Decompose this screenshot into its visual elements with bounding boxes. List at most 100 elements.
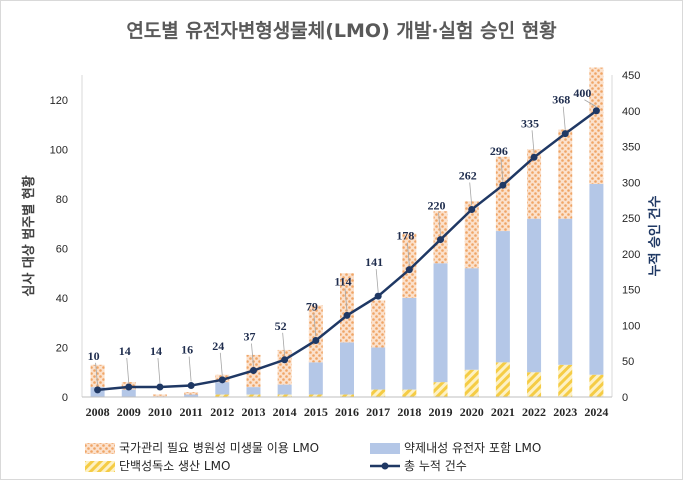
chart-title: 연도별 유전자변형생물체(LMO) 개발·실험 승인 현황: [126, 20, 557, 42]
cumulative-point: [530, 153, 538, 161]
cumulative-point: [374, 292, 382, 300]
leader-line: [344, 288, 348, 312]
x-tick-label: 2021: [491, 405, 515, 419]
x-tick-label: 2015: [304, 405, 328, 419]
data-label: 178: [396, 229, 414, 243]
cumulative-point: [499, 181, 507, 189]
bar-segment-pathogen: [495, 156, 510, 232]
leader-line: [126, 357, 130, 384]
data-label: 296: [490, 144, 508, 158]
x-tick-label: 2023: [553, 405, 577, 419]
bar-segment-resistance: [277, 384, 292, 395]
data-label: 79: [306, 299, 318, 313]
bar-segment-pathogen: [152, 394, 167, 397]
cumulative-point: [125, 383, 133, 391]
y-right-tick-label: 50: [622, 356, 634, 368]
data-label: 14: [150, 344, 162, 358]
bar-segment-toxin: [308, 394, 323, 397]
legend-swatch-resistance: [370, 443, 400, 454]
bar-segment-pathogen: [184, 392, 199, 395]
leader-line: [282, 332, 286, 356]
cumulative-point: [249, 367, 257, 375]
bar-segment-resistance: [121, 389, 136, 397]
legend-swatch-pathogen: [85, 443, 115, 454]
legend-label: 국가관리 필요 병원성 미생물 이용 LMO: [119, 441, 319, 455]
bar-segment-resistance: [371, 347, 386, 390]
bar-segment-resistance: [589, 183, 604, 375]
x-tick-label: 2019: [429, 405, 453, 419]
leader-line: [188, 356, 192, 382]
legend-label: 약제내성 유전자 포함 LMO: [404, 440, 541, 455]
bar-segment-toxin: [277, 394, 292, 397]
y-left-tick-label: 40: [56, 293, 68, 305]
bar-segment-toxin: [340, 394, 354, 397]
legend-label: 총 누적 건수: [404, 459, 467, 473]
bar-segment-resistance: [527, 218, 542, 373]
data-label: 400: [573, 86, 591, 100]
y-right-tick-label: 0: [622, 392, 628, 404]
bar-segment-resistance: [340, 342, 354, 395]
leader-line: [406, 242, 410, 266]
cumulative-point: [187, 382, 195, 390]
bar-segment-toxin: [246, 394, 261, 397]
x-tick-label: 2018: [397, 405, 421, 419]
bar-segment-toxin: [433, 382, 448, 397]
y-left-tick-label: 60: [56, 243, 68, 255]
y-left-tick-label: 80: [56, 194, 68, 206]
bar-segment-pathogen: [464, 201, 479, 269]
data-label: 141: [365, 255, 383, 269]
x-tick-label: 2008: [86, 405, 110, 419]
bar-segment-pathogen: [402, 233, 417, 298]
bar-segment-toxin: [215, 394, 230, 397]
data-label: 114: [334, 274, 351, 288]
cumulative-point: [561, 130, 569, 138]
x-tick-label: 2024: [584, 405, 608, 419]
leader-line: [584, 99, 597, 108]
bar-segment-toxin: [464, 369, 479, 397]
cumulative-point: [218, 376, 226, 384]
data-label: 52: [275, 319, 287, 333]
y-right-tick-label: 400: [622, 106, 640, 118]
y-right-tick-label: 250: [622, 213, 640, 225]
data-label: 220: [428, 199, 446, 213]
leader-line: [95, 362, 98, 386]
cumulative-point: [156, 383, 164, 391]
leader-line: [500, 158, 504, 182]
data-label: 262: [459, 169, 477, 183]
bar-segment-toxin: [371, 389, 386, 397]
bar-segment-resistance: [495, 231, 510, 363]
x-tick-label: 2009: [117, 405, 141, 419]
x-tick-label: 2020: [460, 405, 484, 419]
legend-label: 단백성독소 생산 LMO: [119, 459, 230, 473]
bar-segment-resistance: [464, 268, 479, 370]
bar-segment-resistance: [215, 382, 230, 395]
x-tick-label: 2017: [366, 405, 390, 419]
cumulative-point: [281, 356, 289, 364]
y-right-tick-label: 450: [622, 70, 640, 82]
data-label: 10: [88, 349, 100, 363]
y-right-tick-label: 300: [622, 177, 640, 189]
y-right-tick-label: 150: [622, 285, 640, 297]
data-label: 368: [552, 93, 570, 107]
data-label: 335: [521, 116, 539, 130]
leader-line: [438, 212, 441, 236]
y-right-tick-label: 100: [622, 320, 640, 332]
y-left-tick-label: 0: [62, 392, 68, 404]
y-left-tick-label: 20: [56, 342, 68, 354]
x-tick-label: 2011: [179, 405, 202, 419]
data-label: 24: [212, 339, 224, 353]
cumulative-point: [94, 386, 102, 394]
data-label: 37: [243, 330, 255, 344]
bar-segment-resistance: [433, 263, 448, 383]
legend-swatch-toxin: [85, 461, 115, 472]
bar-segment-toxin: [589, 374, 604, 397]
cumulative-point: [405, 266, 413, 274]
x-tick-label: 2010: [148, 405, 172, 419]
y-left-tick-label: 100: [50, 144, 68, 156]
leader-line: [251, 343, 254, 367]
leader-line: [469, 182, 473, 206]
bar-segment-toxin: [402, 389, 417, 397]
leader-line: [219, 352, 223, 376]
y-left-tick-label: 120: [50, 95, 68, 107]
